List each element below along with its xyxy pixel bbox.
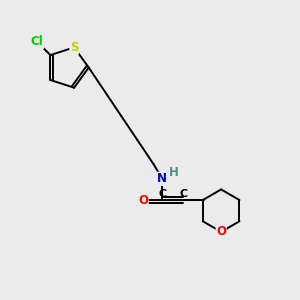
Text: H: H [169, 166, 178, 179]
Text: O: O [138, 194, 148, 207]
Text: C: C [179, 189, 188, 199]
Text: S: S [70, 41, 78, 54]
Text: Cl: Cl [31, 35, 44, 48]
Text: N: N [158, 172, 167, 185]
Text: O: O [216, 225, 226, 239]
Text: C: C [159, 189, 167, 199]
